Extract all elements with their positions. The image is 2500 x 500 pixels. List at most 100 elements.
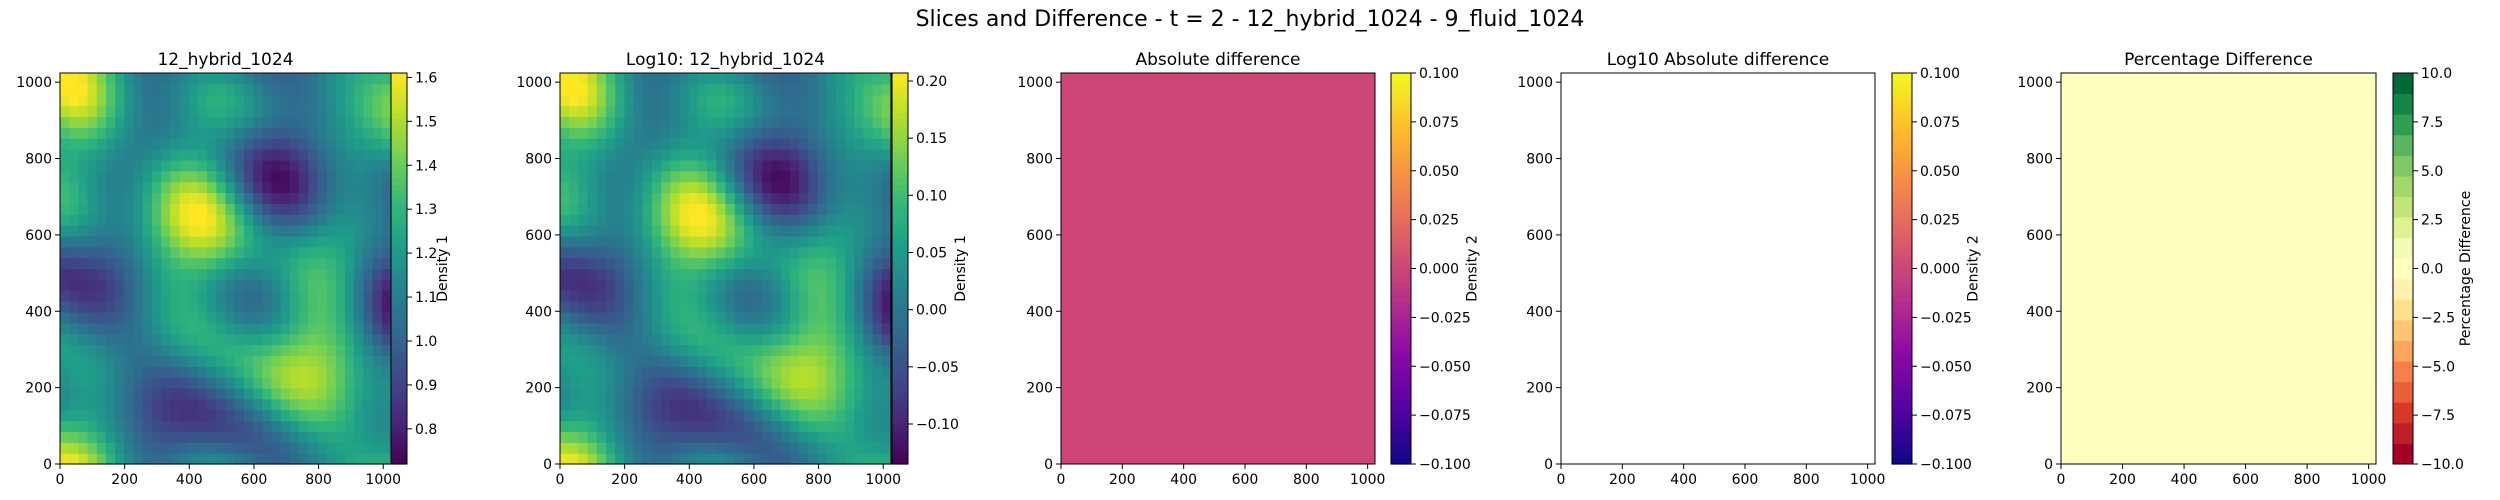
heatmap-cell: [262, 149, 273, 161]
heatmap-cell: [354, 214, 365, 226]
heatmap-cell: [326, 170, 337, 183]
heatmap-cell: [854, 290, 865, 302]
heatmap-cell: [881, 181, 892, 194]
heatmap-cell: [78, 398, 89, 411]
heatmap-cell: [317, 203, 328, 215]
heatmap-cell: [670, 105, 681, 118]
heatmap-cell: [345, 268, 355, 280]
heatmap-cell: [133, 105, 144, 118]
heatmap-cell: [280, 420, 291, 433]
heatmap-cell: [317, 225, 328, 237]
heatmap-cell: [771, 398, 782, 411]
y-tick-label: 200: [1026, 381, 1053, 397]
heatmap-cell: [688, 420, 699, 433]
heatmap-cell: [363, 387, 374, 400]
heatmap-cell: [817, 214, 828, 226]
colorbar-segment: [892, 333, 908, 341]
heatmap-cell: [317, 94, 328, 107]
heatmap-cell: [697, 83, 708, 96]
heatmap-cell: [354, 322, 365, 335]
heatmap-cell: [789, 214, 800, 226]
heatmap-cell: [642, 214, 653, 226]
heatmap-cell: [142, 311, 153, 324]
heatmap-cell: [78, 431, 89, 443]
heatmap-cell: [725, 409, 736, 422]
heatmap-cell: [762, 409, 773, 422]
heatmap-cell: [345, 214, 355, 226]
heatmap-cell: [271, 214, 282, 226]
colorbar-tick-label: 1.3: [415, 202, 437, 218]
heatmap-cell: [60, 311, 70, 324]
colorbar-tick-label: 0.075: [1419, 115, 1459, 131]
heatmap-cell: [762, 170, 773, 183]
heatmap-cell: [243, 301, 254, 313]
heatmap-cell: [725, 268, 736, 280]
heatmap-cell: [753, 138, 763, 150]
x-tick-label: 1000: [2351, 472, 2387, 488]
colorbar-segment: [1391, 105, 1411, 113]
heatmap-cell: [372, 301, 383, 313]
heatmap-cell: [661, 181, 671, 194]
heatmap-cell: [363, 279, 374, 291]
heatmap-cell: [345, 127, 355, 139]
heatmap-cell: [363, 398, 374, 411]
axes-frame: [2060, 72, 2377, 465]
heatmap-cell: [596, 116, 607, 128]
heatmap-cell: [771, 290, 782, 302]
heatmap-cell: [863, 311, 874, 324]
heatmap-cell: [661, 105, 671, 118]
colorbar-segment: [391, 229, 407, 237]
heatmap-cell: [308, 398, 319, 411]
heatmap-cell: [363, 290, 374, 302]
heatmap-cell: [753, 398, 763, 411]
heatmap-cell: [789, 387, 800, 400]
heatmap-cell: [381, 192, 392, 204]
colorbar-segment: [1391, 457, 1411, 465]
heatmap-cell: [69, 409, 79, 422]
colorbar-segment: [391, 268, 407, 276]
heatmap-cell: [661, 420, 671, 433]
heatmap-cell: [363, 235, 374, 248]
heatmap-cell: [725, 83, 736, 96]
colorbar-segment: [391, 392, 407, 400]
heatmap-cell: [661, 214, 671, 226]
heatmap-cell: [651, 225, 662, 237]
heatmap-cell: [734, 279, 745, 291]
heatmap-cell: [262, 398, 273, 411]
heatmap-cell: [707, 94, 717, 107]
heatmap-cell: [299, 366, 309, 378]
colorbar-segment: [1391, 392, 1411, 400]
x-tick-label: 1000: [1350, 472, 1386, 488]
heatmap-cell: [863, 377, 874, 389]
heatmap-cell: [335, 127, 346, 139]
heatmap-cell: [262, 127, 273, 139]
heatmap-cell: [299, 431, 309, 443]
colorbar-segment: [892, 79, 908, 87]
heatmap-cell: [197, 94, 208, 107]
heatmap-cell: [605, 387, 616, 400]
heatmap-cell: [243, 322, 254, 335]
heatmap-cell: [780, 83, 791, 96]
heatmap-cell: [372, 420, 383, 433]
heatmap-cell: [854, 279, 865, 291]
heatmap-cell: [115, 116, 125, 128]
heatmap-cell: [826, 127, 837, 139]
colorbar-tick-label: 5.0: [2421, 164, 2443, 180]
heatmap-cell: [854, 442, 865, 454]
heatmap-cell: [881, 83, 892, 96]
heatmap-cell: [725, 290, 736, 302]
heatmap-cell: [605, 94, 616, 107]
heatmap-cell: [78, 127, 89, 139]
heatmap-cell: [845, 94, 855, 107]
heatmap-cell: [569, 344, 579, 356]
heatmap-cell: [234, 149, 245, 161]
heatmap-cell: [87, 409, 98, 422]
heatmap-cell: [170, 94, 181, 107]
heatmap-cell: [96, 105, 107, 118]
heatmap-cell: [845, 420, 855, 433]
heatmap-cell: [679, 138, 690, 150]
heatmap-cell: [670, 387, 681, 400]
heatmap-cell: [335, 105, 346, 118]
heatmap-cell: [651, 73, 662, 85]
heatmap-cell: [707, 181, 717, 194]
